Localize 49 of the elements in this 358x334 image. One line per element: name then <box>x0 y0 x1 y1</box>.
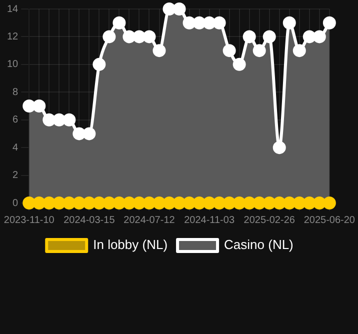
point <box>152 44 166 58</box>
point <box>192 16 206 30</box>
y-tick-label: 2 <box>12 170 19 182</box>
point <box>112 16 126 30</box>
legend-label: In lobby (NL) <box>93 237 168 252</box>
point <box>302 30 316 44</box>
point <box>282 16 296 30</box>
point <box>142 30 156 44</box>
x-tick-label: 2025-02-26 <box>244 214 296 226</box>
point <box>172 196 186 210</box>
point <box>92 58 106 71</box>
x-tick-label: 2024-03-15 <box>64 214 116 226</box>
y-tick-label: 0 <box>12 198 19 209</box>
x-tick-label: 2024-07-12 <box>124 214 176 226</box>
x-tick-label: 2024-11-03 <box>184 214 235 226</box>
point <box>62 113 76 126</box>
y-tick-label: 14 <box>7 4 19 15</box>
point <box>122 30 136 44</box>
point <box>222 44 236 58</box>
point <box>72 127 86 140</box>
point <box>272 141 286 154</box>
y-tick-label: 10 <box>7 59 19 70</box>
point <box>262 30 276 44</box>
point <box>172 2 186 16</box>
x-tick-label: 2025-06-20 <box>304 214 356 226</box>
point <box>242 30 256 44</box>
point <box>312 30 326 44</box>
point <box>42 113 56 126</box>
point <box>82 127 96 140</box>
point <box>102 30 116 44</box>
x-tick-label: 2023-11-10 <box>4 214 55 226</box>
y-tick-label: 8 <box>12 86 19 98</box>
y-tick-label: 6 <box>12 114 19 126</box>
point <box>162 196 176 210</box>
point <box>322 16 336 30</box>
point <box>182 16 196 30</box>
point <box>212 16 226 30</box>
point <box>22 100 36 112</box>
point <box>32 100 46 112</box>
point <box>232 58 246 71</box>
point <box>252 44 266 58</box>
point <box>292 44 306 58</box>
y-tick-label: 12 <box>7 31 19 42</box>
legend-label: Casino (NL) <box>224 237 294 252</box>
y-tick-label: 4 <box>12 142 19 154</box>
point <box>162 2 176 16</box>
point <box>202 16 216 30</box>
point <box>52 113 66 126</box>
point <box>132 30 146 44</box>
